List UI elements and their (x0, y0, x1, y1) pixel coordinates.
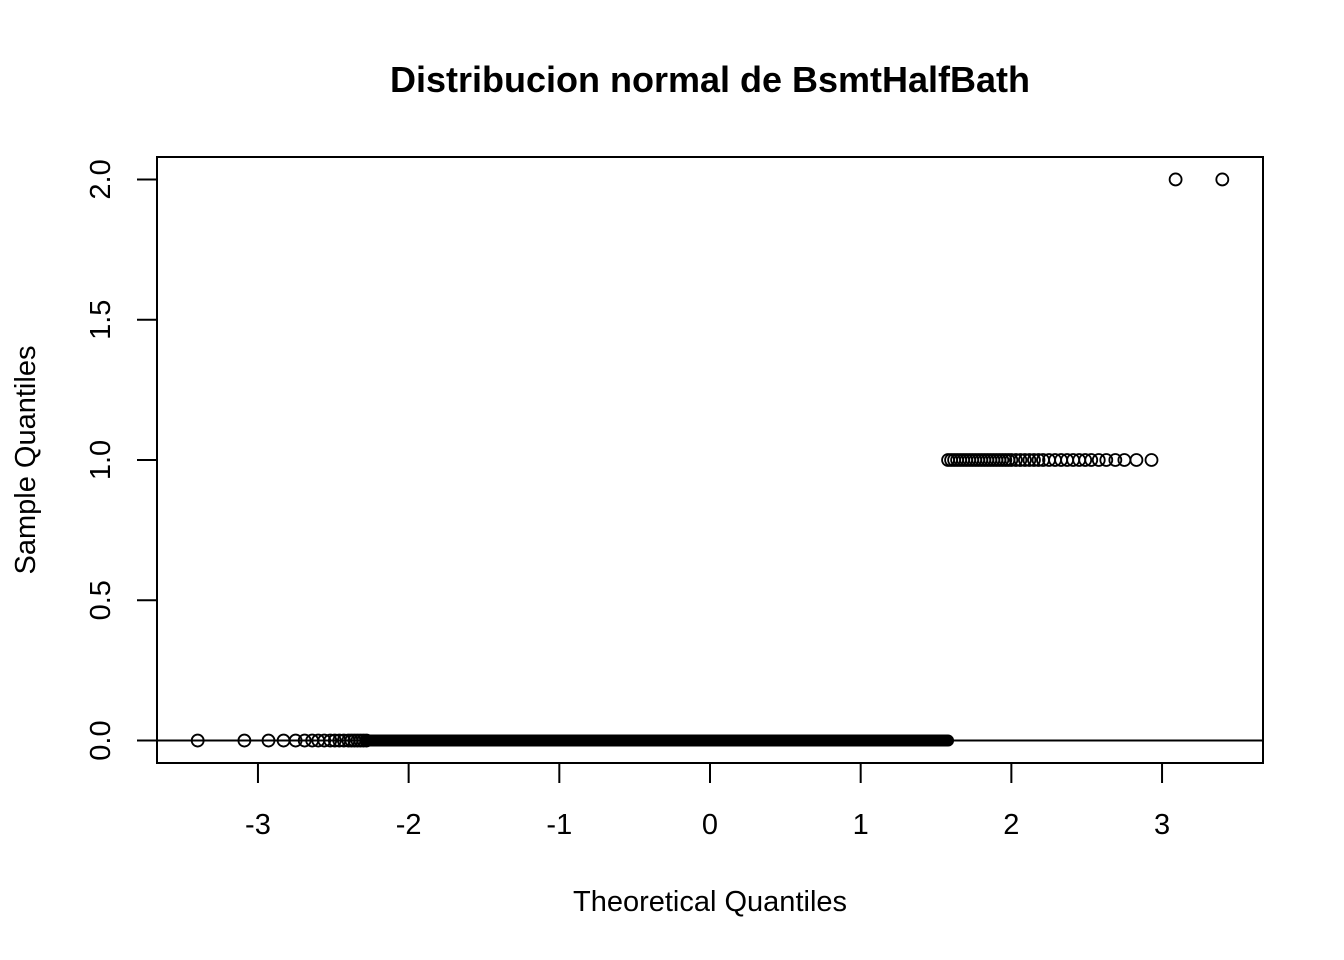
x-tick-label: 3 (1154, 809, 1170, 841)
x-tick-label: 1 (853, 809, 869, 841)
data-point (1091, 453, 1106, 467)
x-tick-label: -1 (546, 809, 572, 841)
y-axis: 0.0 0.5 1.0 1.5 2.0 (85, 159, 158, 761)
y-axis-label: Sample Quantiles (10, 346, 42, 575)
data-point (1108, 453, 1123, 467)
data-point (190, 733, 205, 748)
data-point (237, 733, 252, 748)
data-point (1018, 453, 1032, 467)
data-point (1084, 453, 1099, 467)
x-tick-label: -2 (396, 809, 422, 841)
data-point (1117, 453, 1132, 467)
data-point (327, 733, 342, 748)
data-point (1129, 453, 1144, 467)
y-tick-label: 1.0 (85, 440, 117, 480)
x-axis-label: Theoretical Quantiles (573, 886, 847, 918)
data-point (1022, 453, 1037, 467)
data-point (1008, 453, 1023, 467)
data-point (1168, 172, 1183, 187)
data-point (336, 733, 351, 748)
data-point (297, 733, 312, 748)
data-points (190, 172, 1230, 748)
data-point (261, 733, 276, 748)
x-tick-label: -3 (245, 809, 271, 841)
dense-point-cluster (360, 734, 955, 747)
y-tick-label: 0.5 (85, 580, 117, 620)
data-point (323, 733, 338, 748)
data-point (1027, 453, 1041, 467)
data-point (1031, 453, 1046, 467)
x-tick-label: 2 (1003, 809, 1019, 841)
y-tick-label: 1.5 (85, 300, 117, 340)
data-point (1215, 172, 1230, 187)
data-point (1099, 453, 1114, 467)
data-point (1078, 453, 1093, 467)
x-tick-label: 0 (702, 809, 718, 841)
data-point (317, 733, 332, 748)
y-tick-label: 2.0 (85, 159, 117, 199)
data-point (288, 733, 303, 748)
chart-title: Distribucion normal de BsmtHalfBath (390, 59, 1030, 100)
data-point (1144, 453, 1159, 467)
data-point (1004, 453, 1019, 467)
y-tick-label: 0.0 (85, 720, 117, 760)
data-point (1013, 453, 1028, 467)
data-point (359, 733, 374, 748)
x-axis: -3 -2 -1 0 1 2 3 (245, 762, 1170, 841)
